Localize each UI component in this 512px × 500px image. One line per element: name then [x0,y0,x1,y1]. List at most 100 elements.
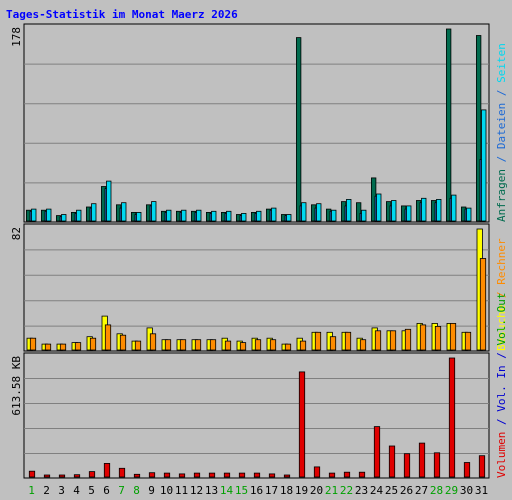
bar-middle-rechner-day-26 [404,328,412,351]
x-tick-label-day-5: 5 [88,484,95,497]
bar-middle-rechner-day-31 [479,258,487,351]
bar-middle-rechner-day-22 [344,331,352,351]
x-tick-label-day-29: 29 [445,484,458,497]
bar-bottom-volumen-day-23 [358,471,366,478]
x-tick-label-day-24: 24 [370,484,384,497]
plot-area-top [23,23,490,223]
bar-bottom-volumen-day-18 [283,474,291,478]
bar-middle-rechner-day-8 [134,340,142,351]
bar-top-seiten-day-31 [481,109,487,222]
bar-top-seiten-day-24 [376,193,382,222]
bar-bottom-volumen-day-10 [163,472,171,478]
bar-top-anfragen-day-29 [445,28,452,222]
bar-bottom-volumen-day-9 [148,472,156,478]
bar-middle-rechner-day-2 [44,343,52,351]
y-max-label-bottom: 613.58 KB [10,356,23,416]
x-tick-label-day-23: 23 [355,484,368,497]
bar-top-seiten-day-19 [301,202,307,222]
bar-bottom-volumen-day-27 [418,442,426,478]
bar-middle-rechner-day-10 [164,339,172,351]
legend-entry: Anfragen [495,169,508,222]
bar-bottom-volumen-day-8 [133,473,141,478]
bar-middle-rechner-day-1 [29,337,37,351]
bar-middle-rechner-day-29 [449,322,457,351]
bar-bottom-volumen-day-14 [223,472,231,478]
legend-entry: Seiten [495,43,508,83]
x-tick-label-day-19: 19 [295,484,308,497]
legend-entry: / [495,346,508,366]
bar-middle-rechner-day-3 [59,343,67,351]
bar-top-seiten-day-10 [166,209,172,222]
panel-middle: 82 Besuche / Rechner [10,223,508,352]
x-tick-label-day-3: 3 [58,484,65,497]
x-tick-label-day-12: 12 [190,484,203,497]
bar-bottom-volumen-day-29 [448,357,456,478]
bar-top-seiten-day-8 [136,211,142,222]
bar-top-seiten-day-3 [61,214,67,222]
legend-entry: / [495,149,508,169]
y-max-label-middle: 82 [10,227,23,240]
x-tick-label-day-25: 25 [385,484,398,497]
x-tick-label-day-18: 18 [280,484,293,497]
x-tick-label-day-6: 6 [103,484,110,497]
bar-top-seiten-day-6 [106,180,112,222]
bar-top-seiten-day-22 [346,198,352,222]
bar-top-seiten-day-11 [181,209,187,222]
bar-bottom-volumen-day-26 [403,453,411,478]
bar-middle-rechner-day-27 [419,324,427,351]
bar-top-seiten-day-2 [46,208,52,222]
bar-top-seiten-day-7 [121,202,127,222]
bar-bottom-volumen-day-24 [373,426,381,478]
bar-top-anfragen-day-31 [475,35,482,222]
x-tick-label-day-7: 7 [118,484,125,497]
bar-middle-rechner-day-14 [224,340,232,351]
bar-middle-rechner-day-12 [194,339,202,351]
bar-middle-rechner-day-16 [254,339,262,351]
legend-entry: Besuche [495,305,508,351]
bar-middle-rechner-day-28 [434,325,442,351]
bar-bottom-volumen-day-28 [433,452,441,478]
bar-bottom-volumen-day-30 [463,462,471,478]
bar-middle-rechner-day-30 [464,331,472,351]
bar-bottom-volumen-day-21 [328,472,336,478]
bar-top-seiten-day-13 [211,210,217,222]
bar-middle-rechner-day-11 [179,339,187,351]
bar-top-seiten-day-14 [226,210,232,222]
legend-entry: Vol. Out [495,293,508,346]
bar-middle-rechner-day-5 [89,337,97,351]
bar-bottom-volumen-day-22 [343,471,351,478]
legend-entry: Volumen [495,432,508,478]
bar-middle-rechner-day-18 [284,343,292,351]
x-tick-label-day-13: 13 [205,484,218,497]
legend-entry: Vol. In [495,365,508,411]
bar-middle-rechner-day-20 [314,331,322,351]
x-tick-label-day-28: 28 [430,484,443,497]
bar-middle-rechner-day-17 [269,339,277,351]
bar-top-seiten-day-27 [421,197,427,222]
legend-entry: / [495,285,508,305]
bar-top-seiten-day-18 [286,214,292,222]
bar-middle-rechner-day-9 [149,333,157,351]
legend-entry: / [495,412,508,432]
bar-bottom-volumen-day-1 [28,470,36,478]
bar-top-seiten-day-17 [271,207,277,222]
bar-middle-rechner-day-6 [104,324,112,351]
bar-bottom-volumen-day-12 [193,472,201,478]
bar-top-seiten-day-16 [256,210,262,222]
bar-top-seiten-day-15 [241,212,247,222]
legend-top: Anfragen / Dateien / Seiten [495,43,508,222]
bar-top-seiten-day-26 [406,205,412,222]
bar-top-seiten-day-21 [331,209,337,222]
bar-bottom-volumen-day-15 [238,472,246,478]
bar-bottom-volumen-day-20 [313,466,321,478]
bar-bottom-volumen-day-6 [103,462,111,478]
bar-top-seiten-day-25 [391,200,397,222]
x-tick-label-day-4: 4 [73,484,80,497]
bar-top-seiten-day-29 [451,194,457,222]
bar-middle-rechner-day-19 [299,340,307,351]
x-tick-label-day-21: 21 [325,484,338,497]
panel-bottom: 613.58 KB Volumen / Vol. In / Vol. Out [10,293,508,479]
bar-bottom-volumen-day-17 [268,473,276,478]
x-tick-label-day-31: 31 [475,484,488,497]
legend-entry: Dateien [495,103,508,149]
